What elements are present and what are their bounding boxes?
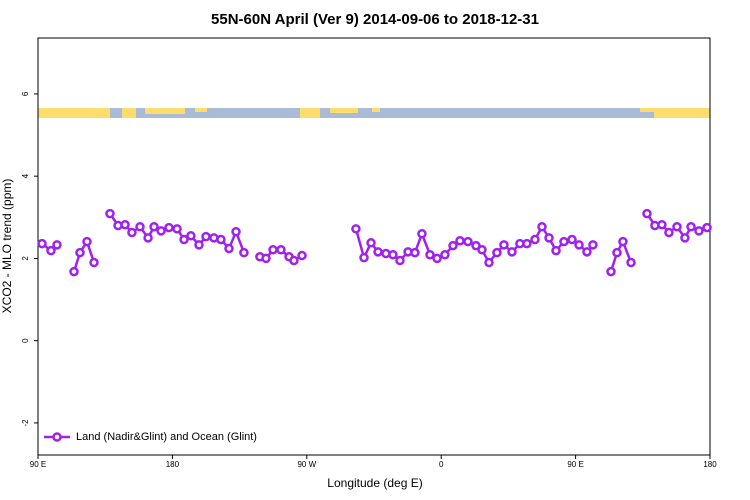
y-tick-label: 4 bbox=[21, 173, 30, 178]
point bbox=[156, 226, 166, 236]
x-tick-label: 90 E bbox=[30, 460, 46, 469]
point bbox=[626, 257, 636, 268]
x-tick-label: 90 W bbox=[297, 460, 316, 469]
point bbox=[410, 247, 420, 258]
point bbox=[551, 245, 561, 256]
point bbox=[484, 257, 494, 268]
point bbox=[612, 247, 622, 258]
point bbox=[52, 240, 62, 250]
point bbox=[388, 249, 398, 260]
y-tick-label: 2 bbox=[21, 256, 30, 261]
point bbox=[440, 249, 450, 260]
point bbox=[537, 222, 547, 232]
point bbox=[143, 233, 153, 243]
y-tick-label: 0 bbox=[21, 338, 30, 343]
point bbox=[657, 219, 667, 230]
point bbox=[425, 249, 435, 260]
point bbox=[172, 224, 182, 234]
point bbox=[588, 240, 598, 250]
legend-marker bbox=[52, 432, 62, 442]
x-axis-label: Longitude (deg E) bbox=[327, 476, 422, 490]
legend-label: Land (Nadir&Glint) and Ocean (Glint) bbox=[76, 431, 257, 443]
point bbox=[471, 240, 481, 251]
point bbox=[276, 245, 286, 255]
y-axis-label: XCO2 - MLO trend (ppm) bbox=[0, 179, 14, 314]
chart-title: 55N-60N April (Ver 9) 2014-09-06 to 2018… bbox=[211, 11, 539, 28]
x-tick-label: 180 bbox=[166, 460, 180, 469]
point bbox=[664, 227, 674, 238]
point bbox=[477, 245, 487, 255]
x-tick-label: 0 bbox=[439, 460, 444, 469]
point bbox=[432, 253, 442, 264]
y-tick-label: -2 bbox=[21, 419, 30, 427]
point bbox=[686, 222, 696, 232]
point bbox=[82, 236, 92, 247]
point bbox=[135, 222, 145, 232]
point bbox=[351, 224, 361, 234]
point bbox=[492, 247, 502, 258]
point bbox=[582, 247, 592, 257]
point bbox=[574, 240, 584, 250]
point bbox=[231, 226, 241, 237]
point bbox=[186, 231, 196, 241]
point bbox=[201, 231, 211, 242]
point bbox=[417, 229, 427, 239]
point bbox=[289, 255, 299, 266]
point bbox=[261, 253, 271, 264]
y-tick-label: 6 bbox=[21, 91, 30, 96]
point bbox=[544, 233, 554, 243]
point bbox=[559, 236, 569, 247]
x-tick-label: 180 bbox=[703, 460, 717, 469]
point bbox=[359, 252, 369, 263]
point bbox=[618, 236, 628, 247]
plot-frame bbox=[37, 37, 711, 456]
point bbox=[642, 208, 652, 219]
point bbox=[127, 227, 137, 238]
point bbox=[297, 250, 307, 261]
point bbox=[69, 266, 79, 277]
x-tick-label: 90 E bbox=[567, 460, 583, 469]
point bbox=[567, 234, 577, 245]
point bbox=[268, 245, 278, 255]
point bbox=[507, 247, 517, 257]
point bbox=[216, 234, 226, 245]
point bbox=[179, 234, 189, 245]
point bbox=[448, 240, 458, 251]
point bbox=[105, 208, 115, 219]
point bbox=[499, 240, 509, 250]
point bbox=[37, 238, 47, 249]
point bbox=[606, 266, 616, 277]
point bbox=[89, 257, 99, 268]
point bbox=[530, 234, 540, 245]
point bbox=[194, 240, 204, 250]
point bbox=[463, 236, 473, 247]
point bbox=[694, 226, 704, 236]
point bbox=[164, 222, 174, 233]
map-strip bbox=[38, 108, 710, 118]
point bbox=[239, 247, 249, 258]
point bbox=[395, 255, 405, 266]
point bbox=[224, 243, 234, 254]
point bbox=[522, 238, 532, 249]
point bbox=[455, 235, 465, 246]
point bbox=[680, 233, 690, 243]
point bbox=[366, 238, 376, 248]
point bbox=[702, 222, 712, 233]
point bbox=[46, 245, 56, 256]
point bbox=[373, 247, 383, 257]
point bbox=[75, 247, 85, 258]
point bbox=[672, 222, 682, 232]
point bbox=[149, 222, 159, 232]
point bbox=[120, 219, 130, 230]
